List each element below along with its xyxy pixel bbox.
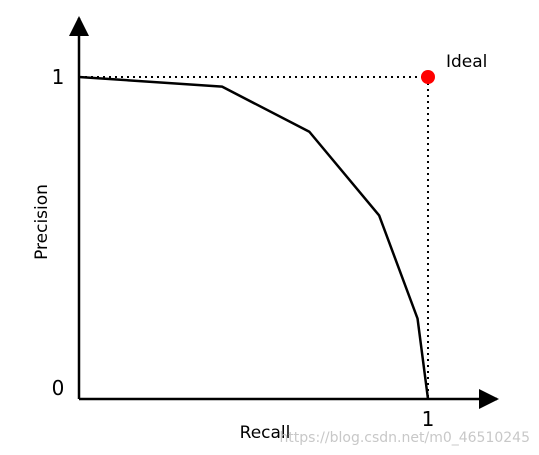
- pr-curve-line-0: [78, 75, 430, 400]
- series-layer: [78, 75, 430, 400]
- ideal-point-marker: [421, 70, 435, 84]
- y-tick-label-0: 0: [52, 376, 65, 400]
- x-tick-label-1: 1: [422, 407, 435, 431]
- y-tick-label-1: 1: [52, 65, 65, 89]
- watermark-text: https://blog.csdn.net/m0_46510245: [279, 430, 530, 446]
- y-axis-title: Precision: [32, 184, 52, 260]
- ideal-label: Ideal: [446, 52, 487, 72]
- x-axis-title: Recall: [240, 423, 291, 443]
